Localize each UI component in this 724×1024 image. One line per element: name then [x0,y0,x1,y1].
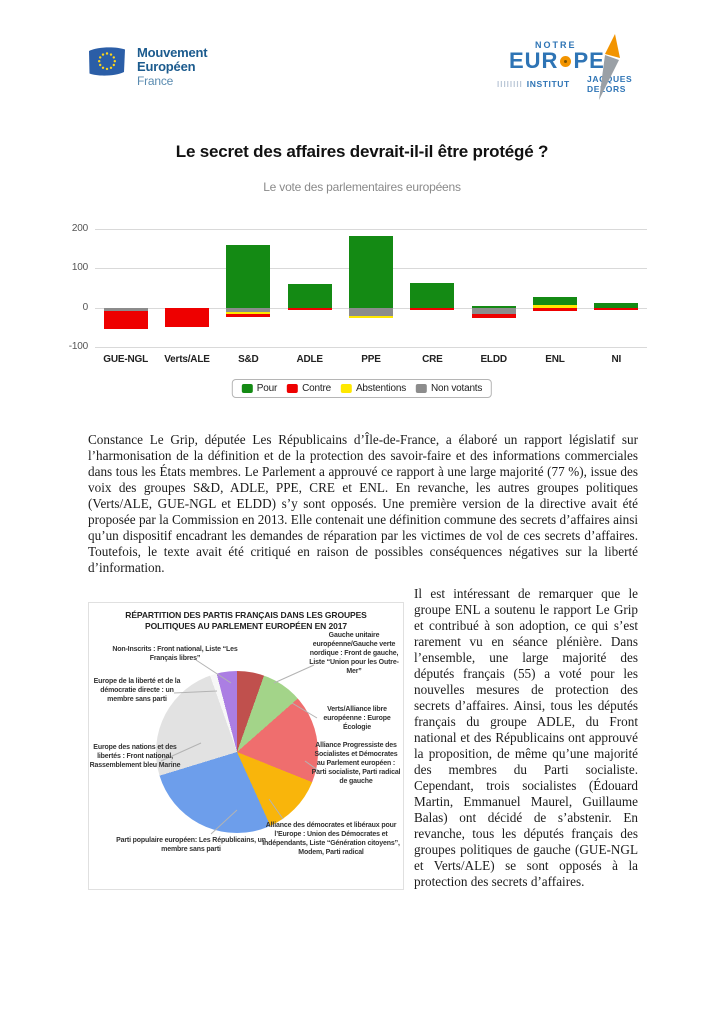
bar-NI-non-votants [594,307,639,309]
gridline [95,347,647,348]
bar-GUE-NGL-contre [103,310,148,329]
bar-NI-pour [594,303,639,308]
bar-ELDD-pour [471,306,516,308]
bar-ELDD-non-votants [471,307,516,314]
x-axis-label-ADLE: ADLE [296,354,323,365]
legend-swatch-icon [241,384,253,393]
bar-S&D-abstentions [226,311,271,315]
legend-swatch-icon [340,384,352,393]
compass-dot-icon [560,55,572,67]
bar-PPE-abstentions [349,316,393,319]
x-axis-label-Verts/ALE: Verts/ALE [164,354,210,365]
x-axis-label-ENL: ENL [545,354,565,365]
institut-jacques-delors-text: IIIIIIII INSTITUT JACQUES DELORS [497,74,633,94]
pie-label-alliance-progressiste: Alliance Progressiste des Socialistes et… [311,742,401,785]
paragraph-2-block: RÉPARTITION DES PARTIS FRANÇAIS DANS LES… [88,586,638,890]
bar-S&D-non-votants [226,307,271,312]
y-axis-tick-label: 0 [82,301,89,313]
vote-bar-chart: 200 100 0 -100 GUE-NGL Verts/ALE S&D ADLE PPE CRE… [60,222,660,372]
x-axis-label-ELDD: ELDD [480,354,507,365]
chart-legend: Pour Contre Abstentions Non votants [231,379,493,398]
legend-swatch-icon [287,384,299,393]
pie-label-non-inscrits: Non-Inscrits : Front national, Liste “Le… [112,646,238,662]
paragraph-1: Constance Le Grip, députée Les Républica… [88,432,638,575]
x-axis-label-PPE: PPE [361,354,381,365]
y-axis-tick-label: -100 [68,341,88,352]
bar-ADLE-pour [287,284,332,308]
legend-item-abstentions: Abstentions [340,383,407,394]
bar-S&D-pour [226,244,271,308]
x-axis-label-CRE: CRE [422,354,443,365]
bar-CRE-pour [410,283,455,308]
legend-label: Non votants [431,383,483,394]
bar-PPE-non-votants [349,307,393,317]
bar-ENL-pour [533,296,577,305]
bar-NI-contre [594,308,639,311]
bar-ELDD-contre [471,313,516,319]
bar-ENL-contre [533,307,577,311]
x-axis-label-GUE-NGL: GUE-NGL [103,354,149,365]
article-body: Constance Le Grip, députée Les Républica… [88,432,638,894]
legend-item-contre: Contre [287,383,331,394]
party-distribution-pie-figure: RÉPARTITION DES PARTIS FRANÇAIS DANS LES… [88,602,404,890]
pie-chart [156,671,318,833]
mouvement-europeen-text: Mouvement Européen France [137,45,208,89]
bar-CRE-contre [410,307,455,310]
y-axis-tick-label: 200 [71,223,88,234]
notre-europe-top-text: NOTRE [535,40,577,50]
legend-label: Contre [302,383,331,394]
legend-item-non-votants: Non votants [416,383,482,394]
bar-Verts/ALE-contre [165,307,209,328]
legend-label: Abstentions [355,383,407,394]
page-title: Le secret des affaires devrait-il-il êtr… [175,142,549,161]
bar-ENL-abstentions [533,304,577,308]
pie-label-alliance-democrates: Alliance des démocrates et libéraux pour… [262,822,400,856]
pie-label-gauche-unitaire: Gauche unitaire européenne/Gauche verte … [309,632,399,675]
pie-chart-title: RÉPARTITION DES PARTIS FRANÇAIS DANS LES… [125,610,367,631]
y-axis-tick-label: 100 [71,262,88,274]
pie-label-verts-ale: Verts/Alliance libre européenne : Europe… [323,706,391,731]
x-axis-label-NI: NI [611,354,622,365]
notre-europe-logo: NOTRE EUR PE IIIIIIII INSTITUT JACQUES DE… [497,34,667,100]
legend-label: Pour [256,383,278,394]
legend-swatch-icon [416,384,428,393]
pie-leader-lines [160,659,320,835]
bar-GUE-NGL-non-votants [103,307,148,311]
pie-label-europe-liberte: Europe de la liberté et de la démocratie… [93,678,181,703]
pie-label-parti-populaire: Parti populaire européen: Les Républicai… [116,837,266,853]
gridline [95,229,647,230]
eu-flag-icon [86,46,128,83]
bar-PPE-pour [349,235,393,308]
x-axis-label-S&D: S&D [238,354,259,365]
bar-ADLE-non-votants [287,307,332,309]
bar-ADLE-contre [287,308,332,311]
paragraph-2: Il est intéressant de remarquer que le g… [414,586,638,889]
legend-item-pour: Pour [241,383,278,394]
pie-label-europe-des-nations: Europe des nations et des libertés : Fro… [89,744,181,769]
bar-S&D-contre [226,314,271,318]
mouvement-europeen-logo: Mouvement Européen France [86,45,208,89]
notre-europe-main-text: EUR PE [509,48,605,73]
page-subtitle: Le vote des parlementaires européens [263,180,461,194]
